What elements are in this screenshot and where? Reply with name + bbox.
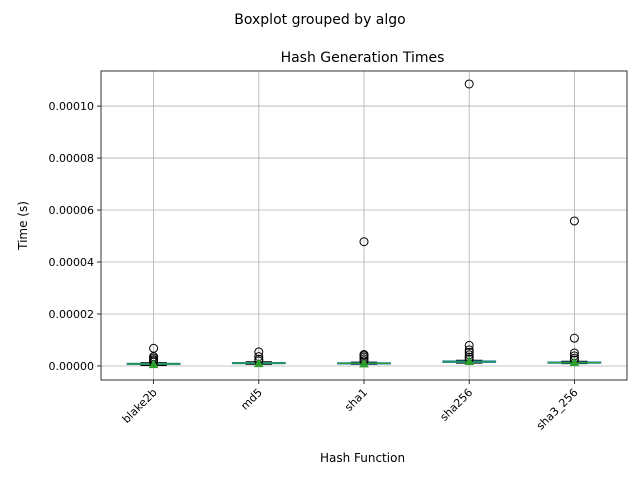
y-tick-label: 0.00000: [49, 360, 95, 373]
grid-layer: [101, 71, 627, 380]
flier-point: [464, 345, 474, 355]
y-tick-label: 0.00010: [49, 100, 95, 113]
x-tick-label: sha256: [438, 386, 476, 424]
flier-point: [569, 348, 579, 358]
flier-point: [569, 333, 579, 343]
y-tick-label: 0.00008: [49, 152, 95, 165]
tick-layer: 0.00000 0.00002 0.00004 0.00006 0.00008 0.000…: [49, 100, 581, 432]
box-group-md5: [231, 347, 286, 368]
x-tick-label: md5: [238, 386, 265, 413]
x-axis-label: Hash Function: [320, 451, 405, 465]
mean-marker: [464, 356, 475, 366]
flier-point: [464, 347, 474, 357]
box-layer: [126, 79, 602, 369]
y-tick-label: 0.00004: [49, 256, 95, 269]
flier-point: [569, 216, 579, 226]
y-tick-label: 0.00006: [49, 204, 95, 217]
box-group-sha3_256: [547, 216, 602, 367]
flier-point: [254, 347, 264, 357]
x-tick-label: sha3_256: [534, 386, 581, 433]
mean-marker: [148, 359, 159, 369]
chart-suptitle: Boxplot grouped by algo: [234, 12, 405, 28]
flier-point: [359, 237, 369, 247]
x-tick-label: blake2b: [120, 386, 160, 426]
flier-point: [464, 79, 474, 89]
box-group-sha256: [442, 79, 497, 366]
x-tick-label: sha1: [342, 386, 370, 414]
mean-marker: [253, 358, 264, 368]
flier-point: [464, 340, 474, 350]
box-group-sha1: [337, 237, 391, 368]
chart-title: Hash Generation Times: [281, 50, 445, 66]
mean-marker: [569, 357, 580, 367]
box-group-blake2b: [126, 343, 181, 369]
mean-marker: [359, 358, 369, 368]
y-tick-label: 0.00002: [49, 308, 95, 321]
y-axis-label: Time (s): [16, 201, 30, 251]
